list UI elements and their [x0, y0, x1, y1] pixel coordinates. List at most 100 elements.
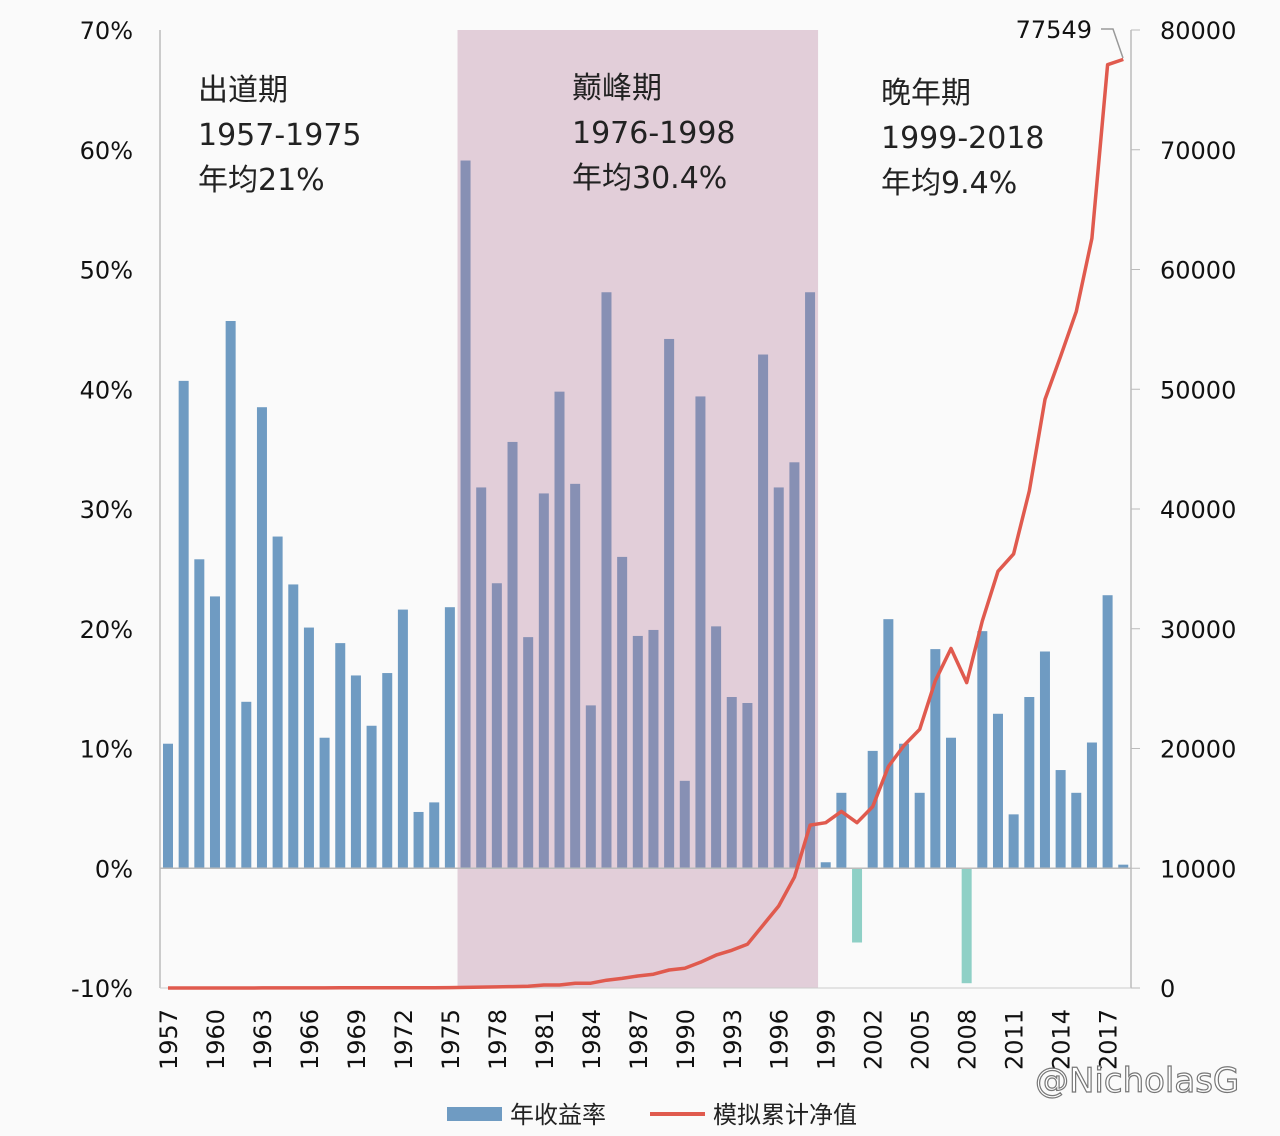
legend: 年收益率 模拟累计净值: [447, 1101, 857, 1129]
bar-2014: [1055, 770, 1066, 869]
bar-2002: [867, 750, 878, 869]
bar-1957: [163, 743, 173, 869]
legend-label-bar: 年收益率: [510, 1101, 606, 1129]
x-tick-label: 1960: [202, 1009, 230, 1070]
bar-1968: [335, 643, 346, 869]
bar-1999: [820, 862, 831, 869]
bar-1966: [303, 627, 314, 869]
bar-1976: [460, 160, 471, 869]
annotations: 出道期 1957-1975 年均21% 巅峰期 1976-1998 年均30.4% 晚年期 1…: [198, 16, 1124, 201]
bar-1998: [805, 292, 816, 869]
annotation-text: 晚年期: [881, 76, 971, 111]
bar-1981: [538, 493, 549, 869]
x-tick-label: 1972: [390, 1009, 418, 1070]
x-tick-label: 1996: [766, 1009, 794, 1070]
x-tick-label: 1969: [343, 1009, 371, 1070]
bar-1986: [617, 556, 628, 869]
bar-1982: [554, 391, 565, 869]
bar-1989: [664, 338, 675, 869]
bar-1964: [272, 536, 283, 869]
bar-2003: [883, 619, 894, 869]
end-value-label: 77549: [1016, 16, 1092, 44]
x-tick-label: 1993: [719, 1009, 747, 1070]
bar-1967: [319, 737, 330, 869]
x-tick-label: 1987: [625, 1009, 653, 1070]
annotation-text: 1976-1998: [572, 116, 736, 151]
bar-2018: [1118, 864, 1129, 869]
bar-1997: [789, 462, 800, 869]
x-tick-label: 1984: [578, 1009, 606, 1070]
right-tick-label: 50000: [1160, 376, 1236, 404]
bar-1996: [773, 487, 784, 869]
bar-2007: [946, 737, 956, 869]
left-tick-label: 50%: [80, 257, 133, 285]
x-tick-label: 1975: [437, 1009, 465, 1070]
bar-2001: [852, 868, 863, 943]
bar-1995: [758, 354, 769, 869]
bar-1993: [726, 697, 737, 869]
right-tick-label: 80000: [1160, 17, 1236, 45]
annotation-text: 年均21%: [198, 163, 325, 198]
bar-2009: [977, 631, 988, 869]
right-tick-label: 10000: [1160, 855, 1236, 883]
left-tick-label: 10%: [80, 736, 133, 764]
bar-1962: [241, 701, 252, 869]
bar-1969: [350, 675, 361, 869]
left-tick-label: 30%: [80, 496, 133, 524]
bar-2006: [930, 649, 941, 869]
bar-1961: [225, 320, 236, 869]
left-tick-label: -10%: [71, 975, 133, 1003]
annotation-text: 年均9.4%: [881, 166, 1017, 201]
bar-1985: [601, 292, 612, 869]
right-tick-label: 60000: [1160, 257, 1236, 285]
legend-label-line: 模拟累计净值: [713, 1101, 857, 1129]
bar-1973: [413, 811, 424, 869]
bar-2000: [836, 792, 847, 869]
bars: [163, 160, 1129, 984]
annotation-text: 1999-2018: [881, 121, 1045, 156]
bar-2008: [961, 868, 972, 984]
annotation-text: 年均30.4%: [572, 161, 727, 196]
right-tick-label: 20000: [1160, 736, 1236, 764]
bar-1978: [491, 583, 502, 869]
x-tick-label: 1957: [155, 1009, 183, 1070]
right-tick-label: 70000: [1160, 137, 1236, 165]
bar-1977: [476, 487, 487, 869]
annotation-text: 1957-1975: [198, 118, 362, 153]
end-label-leader: [1101, 28, 1124, 59]
x-tick-label: 1999: [813, 1009, 841, 1070]
left-tick-label: 40%: [80, 376, 133, 404]
highlight-period: [457, 30, 819, 988]
bar-2013: [1039, 651, 1050, 869]
x-tick-label: 2005: [907, 1009, 935, 1070]
bar-1972: [397, 609, 408, 869]
bar-1975: [444, 607, 455, 869]
bar-1960: [209, 596, 220, 869]
right-tick-label: 30000: [1160, 616, 1236, 644]
axes: -10% 0% 10% 20% 30% 40% 50% 60% 70% 0 10000 20000 30…: [71, 17, 1236, 1070]
x-tick-label: 1966: [296, 1009, 324, 1070]
legend-swatch-bar: [447, 1107, 502, 1121]
x-tick-label: 2002: [860, 1009, 888, 1070]
bar-1983: [570, 483, 581, 869]
bar-1980: [523, 637, 534, 869]
bar-1979: [507, 441, 518, 869]
x-tick-label: 2011: [1001, 1009, 1029, 1070]
bar-2010: [992, 713, 1003, 869]
bar-2011: [1008, 814, 1019, 869]
bar-1958: [178, 380, 189, 869]
bar-1987: [632, 635, 643, 869]
bar-1963: [256, 407, 267, 869]
left-tick-label: 60%: [80, 137, 133, 165]
bar-2016: [1086, 742, 1097, 869]
right-tick-label: 40000: [1160, 496, 1236, 524]
bar-1974: [429, 802, 440, 869]
series-line-net-value: [168, 57, 1124, 990]
x-tick-label: 2014: [1048, 1009, 1076, 1070]
x-tick-label: 2008: [954, 1009, 982, 1070]
bar-1959: [194, 559, 205, 869]
left-tick-label: 70%: [80, 17, 133, 45]
bar-1971: [382, 673, 393, 869]
x-tick-label: 1963: [249, 1009, 277, 1070]
bar-1988: [648, 629, 659, 869]
